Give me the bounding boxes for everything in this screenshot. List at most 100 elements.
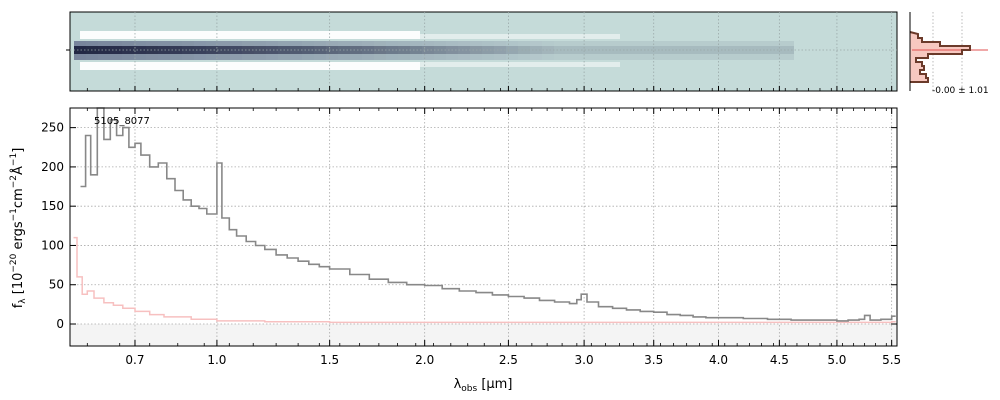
x-tick-label: 3.0 (575, 353, 594, 367)
trace-gap-lower-fade (420, 62, 620, 67)
x-tick-label: 4.5 (770, 353, 789, 367)
trace-core-cell (122, 46, 134, 54)
trace-band-cell (482, 41, 494, 60)
flux-spectrum-line (80, 107, 896, 322)
x-tick-label: 3.5 (644, 353, 663, 367)
y-tick-label: 50 (49, 278, 64, 292)
trace-core-cell (98, 46, 110, 54)
error-spectrum-line (73, 236, 896, 324)
trace-core-cell (494, 46, 506, 54)
profile-stats-label: -0.00 ± 1.01 (932, 86, 989, 96)
trace-core-cell (746, 46, 758, 54)
trace-core-cell (710, 46, 722, 54)
trace-gap-upper (80, 31, 420, 39)
trace-band-cell (674, 41, 686, 60)
trace-band-cell (350, 41, 362, 60)
trace-band-cell (530, 41, 542, 60)
zero-band (70, 324, 897, 346)
trace-band-cell (782, 41, 794, 60)
trace-band-cell (734, 41, 746, 60)
trace-band-cell (374, 41, 386, 60)
trace-core-cell (626, 46, 638, 54)
x-tick-label: 2.0 (415, 353, 434, 367)
spectrum-2d-panel (66, 11, 898, 92)
trace-gap-lower (80, 62, 420, 70)
x-tick-label: 5.0 (827, 353, 846, 367)
trace-band-cell (710, 41, 722, 60)
y-tick-label: 250 (41, 121, 64, 135)
trace-core-cell (662, 46, 674, 54)
trace-core-cell (770, 46, 782, 54)
trace-band-cell (650, 41, 662, 60)
y-tick-label: 200 (41, 160, 64, 174)
trace-band-cell (410, 41, 422, 60)
trace-band-cell (398, 41, 410, 60)
spectrum-2d-frame (69, 11, 898, 92)
trace-core-cell (206, 46, 218, 54)
trace-band-cell (518, 41, 530, 60)
trace-core-cell (686, 46, 698, 54)
trace-band-cell (506, 41, 518, 60)
x-tick-label: 1.0 (207, 353, 226, 367)
trace-band-cell (566, 41, 578, 60)
trace-core-cell (542, 46, 554, 54)
spectrum-1d-panel: 0.7 1.0 1.5 2.0 2.5 3.0 3.5 4.0 4.5 5.0 5.5 0 50 100… (9, 86, 901, 394)
trace-core-cell (602, 46, 614, 54)
y-axis-label: fλ [10−20 ergs−1cm−2Å−1] (9, 148, 28, 309)
trace-band-cell (338, 41, 350, 60)
trace-band-cell (626, 41, 638, 60)
trace-core-cell (350, 46, 362, 54)
trace-band-cell (758, 41, 770, 60)
trace-core-cell (410, 46, 422, 54)
object-id-label: 5105_8077 (94, 116, 150, 127)
trace-band-cell (722, 41, 734, 60)
trace-band-cell (446, 41, 458, 60)
trace-band-cell (434, 41, 446, 60)
trace-core-cell (518, 46, 530, 54)
trace-band-cell (614, 41, 626, 60)
y-tick-label: 150 (41, 199, 64, 213)
trace-core-cell (158, 46, 170, 54)
trace-band-cell (746, 41, 758, 60)
x-tick-label: 1.5 (320, 353, 339, 367)
trace-core-cell (458, 46, 470, 54)
trace-core-cell (74, 46, 86, 54)
spectrum-2d-grid (70, 12, 897, 91)
trace-band-cell (662, 41, 674, 60)
profile-panel: -0.00 ± 1.01 (909, 12, 989, 96)
trace-band-cell (686, 41, 698, 60)
trace-band-cell (590, 41, 602, 60)
x-axis-label-unit: [μm] (477, 377, 512, 392)
trace-core-cell (578, 46, 590, 54)
trace-gap-upper-fade (420, 34, 620, 39)
profile-histogram-line (909, 31, 971, 83)
x-tick-label: 5.5 (882, 353, 901, 367)
trace-core-cell (374, 46, 386, 54)
trace-band-cell (698, 41, 710, 60)
x-axis-label-symbol: λ (454, 377, 462, 392)
y-tick-label: 100 (41, 238, 64, 252)
plot-area (70, 108, 897, 346)
trace-band-cell (542, 41, 554, 60)
trace-core-cell (326, 46, 338, 54)
x-axis-label: λobs [μm] (454, 377, 513, 394)
trace-band-cell (470, 41, 482, 60)
x-axis-label-subscript: obs (461, 384, 477, 394)
trace-band-cell (494, 41, 506, 60)
trace-band-cell (602, 41, 614, 60)
trace-core-cell (182, 46, 194, 54)
trace-core-cell (290, 46, 302, 54)
plot-grid (70, 108, 897, 346)
trace-core-cell (242, 46, 254, 54)
plot-frame (69, 107, 898, 347)
trace-core-cell (266, 46, 278, 54)
trace-band-cell (362, 41, 374, 60)
trace-band-cell (386, 41, 398, 60)
y-tick-label: 0 (56, 317, 64, 331)
x-tick-label: 4.0 (709, 353, 728, 367)
x-tick-label: 2.5 (499, 353, 518, 367)
profile-fill (910, 32, 970, 82)
trace-band-cell (554, 41, 566, 60)
x-tick-label: 0.7 (125, 353, 144, 367)
